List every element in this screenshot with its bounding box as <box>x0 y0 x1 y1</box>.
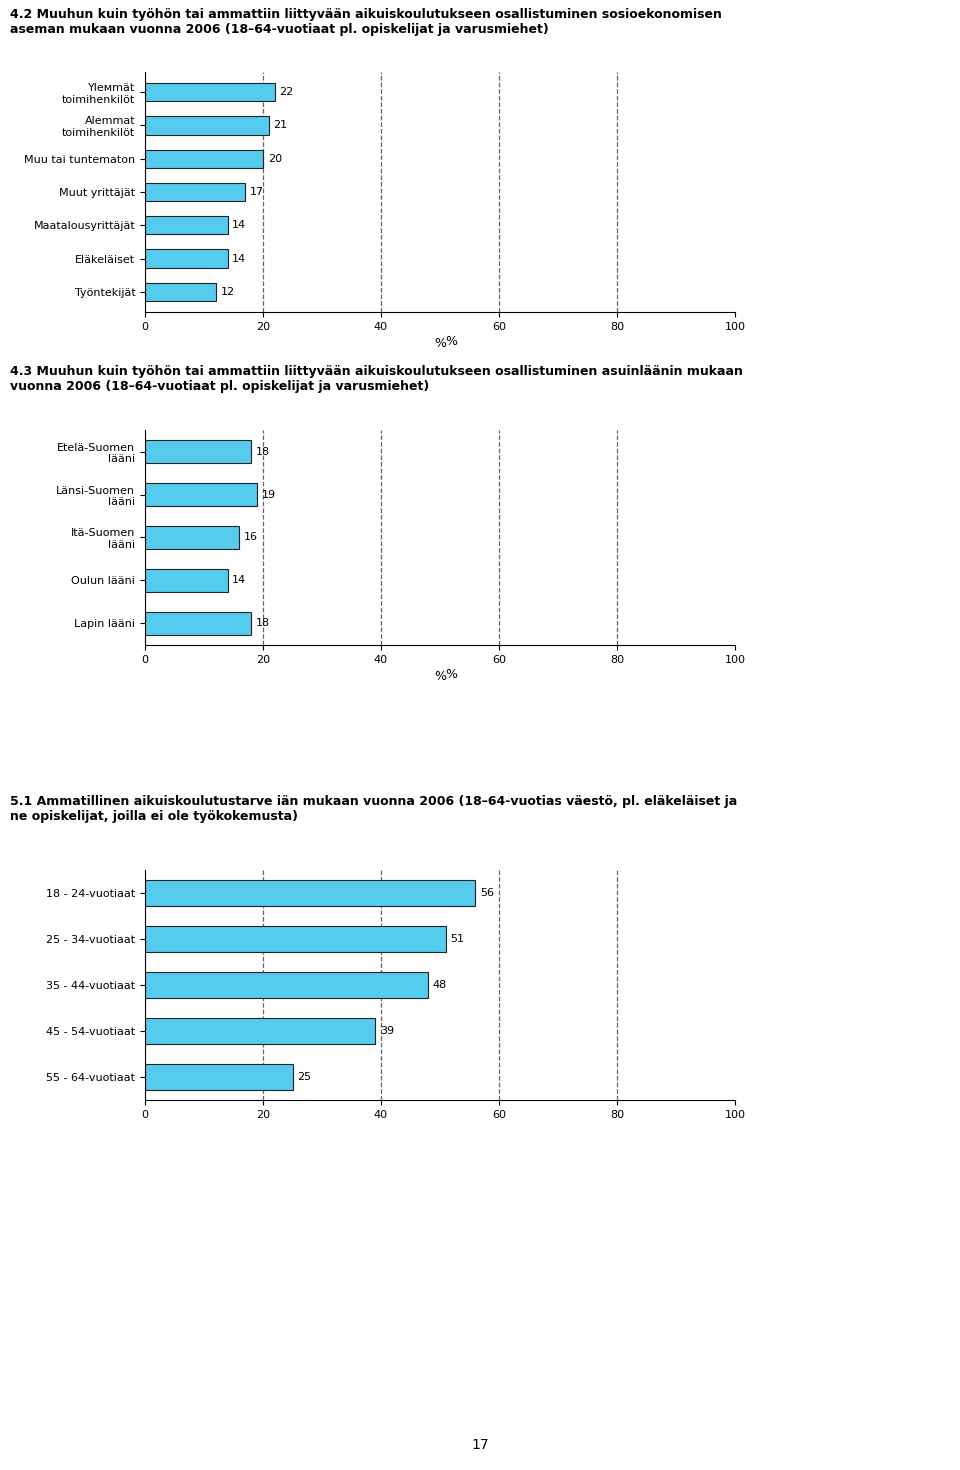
Bar <box>145 881 475 906</box>
Text: 48: 48 <box>433 980 447 989</box>
Bar <box>145 82 275 101</box>
Text: 14: 14 <box>232 254 247 263</box>
X-axis label: %: % <box>434 670 446 684</box>
Text: 12: 12 <box>221 287 234 297</box>
Text: 20: 20 <box>268 154 282 163</box>
Text: 18: 18 <box>256 619 270 628</box>
Text: %: % <box>445 335 457 348</box>
X-axis label: %: % <box>434 337 446 350</box>
Bar <box>145 482 257 506</box>
Bar <box>145 1064 293 1089</box>
Text: 18: 18 <box>256 447 270 457</box>
Text: 25: 25 <box>298 1072 311 1082</box>
Text: 39: 39 <box>380 1026 394 1036</box>
Bar <box>145 182 246 201</box>
Bar <box>145 150 263 168</box>
Text: 14: 14 <box>232 575 247 585</box>
Text: 4.3 Muuhun kuin työhön tai ammattiin liittyvään aikuiskoulutukseen osallistumine: 4.3 Muuhun kuin työhön tai ammattiin lii… <box>10 365 743 392</box>
Bar <box>145 1019 375 1044</box>
Text: 14: 14 <box>232 220 247 231</box>
Text: 16: 16 <box>244 532 258 542</box>
Bar <box>145 569 228 592</box>
Text: 21: 21 <box>274 121 288 131</box>
Text: 17: 17 <box>250 187 264 197</box>
Text: 17: 17 <box>471 1438 489 1452</box>
Bar <box>145 440 252 463</box>
Text: 51: 51 <box>450 933 465 944</box>
Bar <box>145 250 228 268</box>
Text: 5.1 Ammatillinen aikuiskoulutustarve iän mukaan vuonna 2006 (18–64-vuotias väest: 5.1 Ammatillinen aikuiskoulutustarve iän… <box>10 795 737 823</box>
Text: 22: 22 <box>279 87 294 97</box>
Bar <box>145 526 239 550</box>
Bar <box>145 116 269 135</box>
Text: 4.2 Muuhun kuin työhön tai ammattiin liittyvään aikuiskoulutukseen osallistumine: 4.2 Muuhun kuin työhön tai ammattiin lii… <box>10 7 722 35</box>
Bar <box>145 282 216 301</box>
Bar <box>145 612 252 635</box>
Text: 56: 56 <box>480 888 494 898</box>
Text: %: % <box>445 667 457 681</box>
Bar <box>145 972 428 998</box>
Bar <box>145 926 445 951</box>
Bar <box>145 216 228 235</box>
Text: 19: 19 <box>262 490 276 500</box>
